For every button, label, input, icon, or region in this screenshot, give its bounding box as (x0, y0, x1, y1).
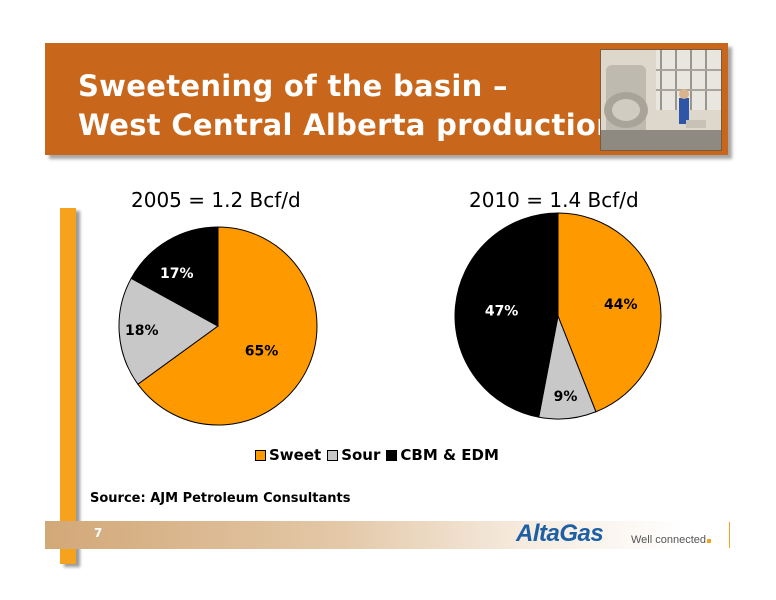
pie-2010-title: 2010 = 1.4 Bcf/d (469, 188, 639, 212)
legend-swatch-sweet (255, 449, 266, 461)
pie-label-sour: 18% (125, 323, 159, 339)
tagline-text: Well connected (631, 534, 707, 546)
pie-label-cbm-edm: 47% (485, 304, 519, 320)
legend-swatch-cbm-edm (386, 449, 398, 461)
legend-label-sour: Sour (341, 446, 381, 464)
pie-slice-sweet (557, 212, 662, 413)
pie-label-sweet: 65% (245, 344, 279, 360)
industrial-photo (600, 49, 722, 151)
legend-label-cbm-edm: CBM & EDM (400, 446, 499, 464)
pie-slice-cbm-edm (130, 226, 219, 327)
pie-2010: 44% 9% 47% (454, 212, 662, 420)
tagline-rule (729, 522, 730, 548)
page-number: 7 (94, 526, 103, 540)
pie-slice-cbm-edm (454, 212, 559, 418)
pie-slice-sour (118, 277, 219, 385)
pie-slice-sweet (137, 226, 318, 426)
legend-label-sweet: Sweet (269, 446, 322, 464)
tagline-dot (707, 539, 712, 543)
legend: Sweet Sour CBM & EDM (255, 446, 505, 464)
legend-item-cbm-edm: CBM & EDM (386, 446, 499, 464)
pie-label-sour: 9% (554, 389, 578, 405)
altagas-logo: AltaGas (516, 520, 604, 547)
legend-item-sweet: Sweet (255, 446, 321, 464)
legend-swatch-sour (327, 449, 339, 461)
slide-title: Sweetening of the basin – West Central A… (78, 67, 617, 145)
pie-2005-title: 2005 = 1.2 Bcf/d (131, 188, 301, 212)
source-note: Source: AJM Petroleum Consultants (90, 491, 351, 506)
tagline: Well connected (631, 534, 712, 546)
pie-2005: 65% 18% 17% (118, 226, 318, 426)
slide-title-line2: West Central Alberta production (78, 108, 618, 142)
accent-side-bar (60, 208, 76, 564)
pie-label-sweet: 44% (604, 297, 638, 313)
title-banner: Sweetening of the basin – West Central A… (45, 43, 728, 155)
slide-title-line1: Sweetening of the basin – (78, 69, 508, 103)
pie-label-cbm-edm: 17% (160, 266, 194, 282)
footer-band (45, 521, 685, 549)
legend-item-sour: Sour (327, 446, 380, 464)
